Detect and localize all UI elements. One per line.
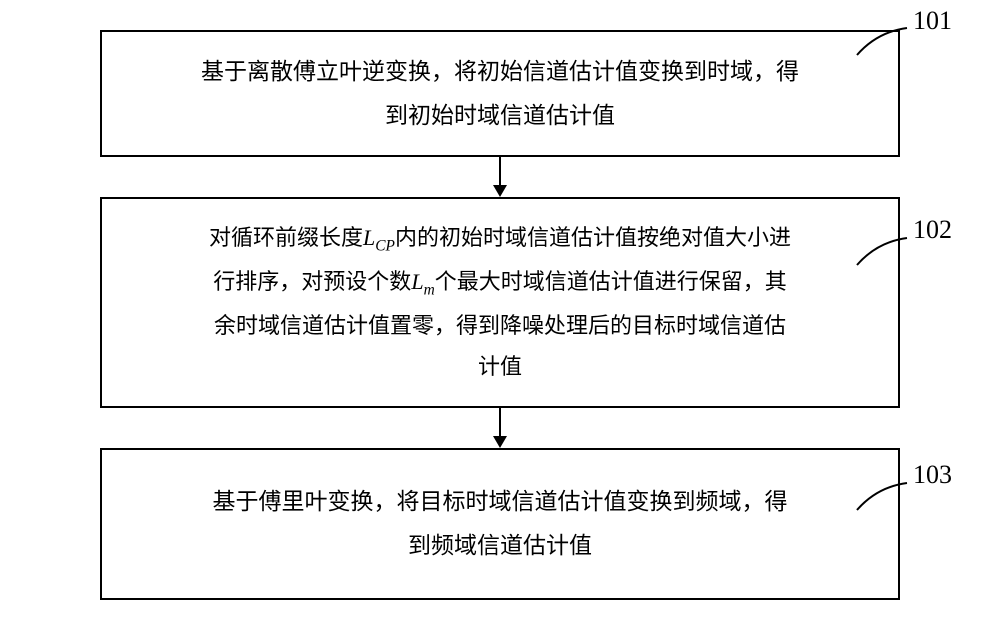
subscript-m: m: [424, 281, 435, 298]
arrow-head-icon: [493, 436, 507, 448]
label-101: 101: [913, 6, 952, 36]
label-103: 103: [913, 460, 952, 490]
step-101-line2: 到初始时域信道估计值: [132, 94, 868, 138]
step-102-line1: 对循环前缀长度LCP内的初始时域信道估计值按绝对值大小进: [132, 217, 868, 261]
step-box-103: 基于傅里叶变换，将目标时域信道估计值变换到频域，得 到频域信道估计值: [100, 448, 900, 599]
step-box-101: 基于离散傅立叶逆变换，将初始信道估计值变换到时域，得 到初始时域信道估计值: [100, 30, 900, 157]
label-102: 102: [913, 215, 952, 245]
step-102-line2: 行排序，对预设个数Lm个最大时域信道估计值进行保留，其: [132, 261, 868, 305]
text-line2-suffix: 个最大时域信道估计值进行保留，其: [435, 269, 787, 294]
variable-lm: L: [411, 269, 423, 294]
arrow-head-icon: [493, 185, 507, 197]
connector-102: [852, 230, 912, 270]
text-line2-prefix: 行排序，对预设个数: [213, 269, 411, 294]
subscript-cp: CP: [375, 238, 395, 255]
text-mid1: 内的初始时域信道估计值按绝对值大小进: [395, 225, 791, 250]
connector-103: [852, 475, 912, 515]
step-102-line3: 余时域信道估计值置零，得到降噪处理后的目标时域信道估: [132, 305, 868, 347]
step-101-line1: 基于离散傅立叶逆变换，将初始信道估计值变换到时域，得: [132, 50, 868, 94]
flowchart-container: 基于离散傅立叶逆变换，将初始信道估计值变换到时域，得 到初始时域信道估计值 对循…: [0, 0, 1000, 630]
step-103-line2: 到频域信道估计值: [142, 524, 858, 568]
arrow-1-to-2: [493, 157, 507, 197]
arrow-line: [499, 157, 501, 185]
arrow-line: [499, 408, 501, 436]
arrow-2-to-3: [493, 408, 507, 448]
step-box-102: 对循环前缀长度LCP内的初始时域信道估计值按绝对值大小进 行排序，对预设个数Lm…: [100, 197, 900, 408]
variable-lcp: L: [363, 225, 375, 250]
step-103-line1: 基于傅里叶变换，将目标时域信道估计值变换到频域，得: [142, 480, 858, 524]
step-102-line4: 计值: [132, 346, 868, 388]
text-prefix: 对循环前缀长度: [209, 225, 363, 250]
connector-101: [852, 20, 912, 60]
